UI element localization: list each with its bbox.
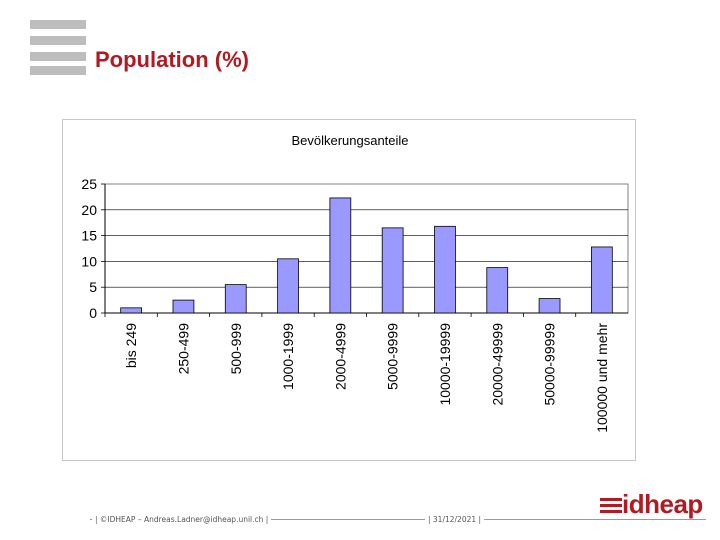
- bar: [486, 267, 509, 314]
- footer-date: | 31/12/2021 |: [425, 515, 485, 524]
- plot-area: [104, 183, 629, 314]
- x-tick-label: 2000-4999: [332, 323, 348, 390]
- logo-bar: [30, 52, 86, 61]
- x-tick-label: 5000-9999: [385, 323, 401, 390]
- bar-chart: Bevölkerungsanteile 0 5 10 15 20 25 bis 249 250…: [81, 133, 629, 433]
- logo-bar: [30, 20, 86, 29]
- x-tick-label: 250-499: [175, 323, 191, 375]
- bar: [224, 284, 247, 314]
- x-tick-label: 50000-99999: [542, 323, 558, 406]
- slide-title: Population (%): [95, 47, 249, 72]
- bar: [329, 197, 352, 314]
- x-tick-label: bis 249: [123, 323, 139, 368]
- y-tick-label: 20: [81, 202, 97, 218]
- chart-frame: Bevölkerungsanteile 0 5 10 15 20 25 bis 249 250…: [62, 119, 636, 461]
- y-tick-label: 25: [81, 176, 97, 192]
- x-tick-label: 10000-19999: [437, 323, 453, 406]
- logo-bar: [30, 36, 86, 45]
- x-tick-label: 1000-1999: [280, 323, 296, 390]
- x-tick-label: 100000 und mehr: [594, 323, 610, 433]
- bar: [277, 258, 299, 314]
- brand-logo: idheap: [600, 489, 703, 523]
- y-tick-label: 15: [81, 228, 97, 244]
- logo-bars: [30, 20, 86, 76]
- bar: [434, 225, 456, 314]
- chart-title: Bevölkerungsanteile: [291, 133, 408, 148]
- brand-lines-icon: [600, 498, 622, 516]
- y-tick-label: 10: [81, 253, 97, 269]
- bar: [120, 307, 143, 314]
- bar: [381, 227, 404, 314]
- bar: [538, 298, 561, 314]
- y-tick-label: 0: [89, 305, 97, 321]
- logo-bar: [30, 66, 86, 75]
- footer-divider: [90, 519, 706, 520]
- brand-name: idheap: [622, 489, 703, 519]
- footer-credit: | ©IDHEAP – Andreas.Ladner@idheap.unil.c…: [92, 515, 272, 524]
- y-tick-label: 5: [89, 279, 97, 295]
- bar: [590, 246, 613, 314]
- x-tick-label: 20000-49999: [489, 323, 505, 406]
- bar: [172, 299, 195, 314]
- x-tick-label: 500-999: [228, 323, 244, 375]
